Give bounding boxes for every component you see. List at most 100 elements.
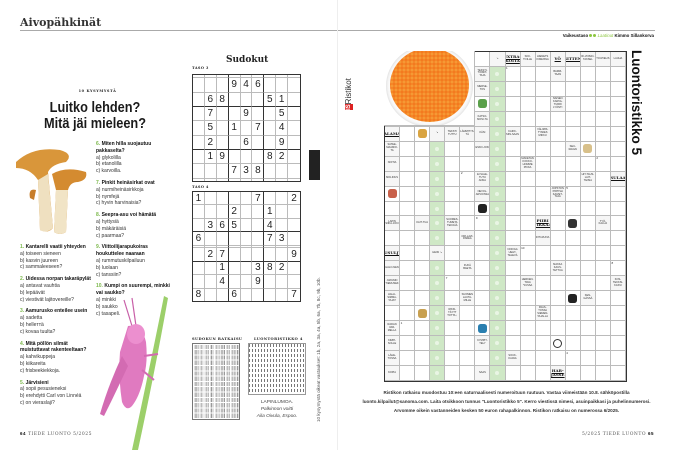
sudoku-cell[interactable] xyxy=(288,75,300,79)
answer-cell[interactable] xyxy=(580,231,596,247)
answer-cell[interactable] xyxy=(460,351,476,367)
answer-cell[interactable] xyxy=(610,291,626,307)
answer-cell[interactable] xyxy=(400,261,416,277)
sudoku-cell[interactable]: 3 xyxy=(204,218,217,233)
sudoku-cell[interactable] xyxy=(204,78,217,93)
answer-cell[interactable] xyxy=(400,216,416,232)
answer-cell[interactable] xyxy=(400,336,416,352)
sudoku-cell[interactable] xyxy=(252,218,265,233)
sudoku-cell[interactable] xyxy=(276,288,289,301)
sudoku-cell[interactable] xyxy=(204,245,217,249)
solution-cell[interactable] xyxy=(490,186,506,202)
sudoku-cell[interactable] xyxy=(193,135,205,150)
answer-cell[interactable] xyxy=(550,231,566,247)
answer-cell[interactable] xyxy=(595,306,611,322)
sudoku-cell[interactable]: 9 xyxy=(216,149,229,165)
answer-cell[interactable] xyxy=(505,186,521,202)
answer-cell[interactable] xyxy=(385,306,401,322)
solution-cell[interactable] xyxy=(490,306,506,322)
numbered-cell[interactable]: 5 xyxy=(565,186,581,202)
answer-cell[interactable] xyxy=(460,276,476,292)
sudoku-cell[interactable] xyxy=(240,205,253,219)
sudoku-cell[interactable]: 9 xyxy=(240,106,253,122)
answer-cell[interactable] xyxy=(580,96,596,112)
sudoku-cell[interactable] xyxy=(229,178,241,181)
sudoku-cell[interactable] xyxy=(216,205,229,219)
answer-cell[interactable] xyxy=(460,246,476,262)
sudoku-cell[interactable] xyxy=(193,121,205,136)
answer-cell[interactable] xyxy=(595,366,611,381)
sudoku-cell[interactable] xyxy=(252,248,265,262)
answer-cell[interactable] xyxy=(535,66,551,82)
answer-cell[interactable] xyxy=(445,201,461,217)
sudoku-cell[interactable]: 2 xyxy=(288,192,300,206)
answer-cell[interactable] xyxy=(400,231,416,247)
sudoku-cell[interactable]: 7 xyxy=(216,248,229,262)
answer-cell[interactable] xyxy=(415,171,431,187)
sudoku-cell[interactable] xyxy=(193,261,205,276)
answer-cell[interactable] xyxy=(400,351,416,367)
answer-cell[interactable] xyxy=(565,276,581,292)
sudoku-cell[interactable]: 9 xyxy=(276,135,289,150)
answer-cell[interactable] xyxy=(505,261,521,277)
answer-cell[interactable] xyxy=(520,336,536,352)
sudoku-cell[interactable]: 7 xyxy=(204,106,217,122)
sudoku-cell[interactable] xyxy=(264,106,277,122)
answer-cell[interactable] xyxy=(400,246,416,262)
answer-cell[interactable] xyxy=(415,141,431,157)
answer-cell[interactable] xyxy=(580,351,596,367)
answer-cell[interactable] xyxy=(535,156,551,172)
sudoku-cell[interactable] xyxy=(216,106,229,122)
solution-cell[interactable] xyxy=(430,351,446,367)
sudoku-cell[interactable] xyxy=(216,192,229,206)
answer-cell[interactable] xyxy=(550,276,566,292)
numbered-cell[interactable]: 4 xyxy=(565,351,581,367)
answer-cell[interactable] xyxy=(580,66,596,82)
sudoku-cell[interactable] xyxy=(288,232,300,246)
answer-cell[interactable] xyxy=(475,231,491,247)
sudoku-cell[interactable] xyxy=(205,288,217,301)
answer-cell[interactable] xyxy=(610,216,626,232)
answer-cell[interactable] xyxy=(460,186,476,202)
answer-cell[interactable] xyxy=(400,306,416,322)
sudoku-cell[interactable] xyxy=(252,149,265,165)
answer-cell[interactable] xyxy=(505,321,521,337)
sudoku-cell[interactable] xyxy=(276,178,289,181)
answer-cell[interactable] xyxy=(400,171,416,187)
sudoku-cell[interactable] xyxy=(288,246,300,249)
answer-cell[interactable] xyxy=(595,141,611,157)
sudoku-cell[interactable] xyxy=(228,261,241,276)
answer-cell[interactable] xyxy=(610,201,626,217)
sudoku-cell[interactable]: 4 xyxy=(240,78,253,93)
sudoku-cell[interactable]: 6 xyxy=(216,218,229,233)
solution-cell[interactable] xyxy=(430,201,446,217)
answer-cell[interactable] xyxy=(580,246,596,262)
answer-cell[interactable] xyxy=(580,336,596,352)
solution-cell[interactable] xyxy=(430,276,446,292)
answer-cell[interactable] xyxy=(610,246,626,262)
sudoku-cell[interactable]: 6 xyxy=(240,135,253,150)
answer-cell[interactable] xyxy=(550,156,566,172)
answer-cell[interactable] xyxy=(505,216,521,232)
answer-cell[interactable] xyxy=(505,231,521,247)
answer-cell[interactable] xyxy=(610,81,626,97)
answer-cell[interactable] xyxy=(565,336,581,352)
answer-cell[interactable] xyxy=(595,231,611,247)
answer-cell[interactable] xyxy=(610,126,626,142)
sudoku-cell[interactable] xyxy=(264,135,277,150)
sudoku-cell[interactable] xyxy=(252,232,265,246)
sudoku-cell[interactable]: 6 xyxy=(229,288,241,301)
answer-cell[interactable] xyxy=(550,171,566,187)
sudoku-cell[interactable]: 8 xyxy=(216,92,229,107)
answer-cell[interactable] xyxy=(565,321,581,337)
answer-cell[interactable] xyxy=(460,306,476,322)
answer-cell[interactable] xyxy=(505,111,521,127)
sudoku-cell[interactable] xyxy=(228,92,241,107)
answer-cell[interactable] xyxy=(400,201,416,217)
sudoku-cell[interactable]: 1 xyxy=(264,205,277,219)
sudoku-cell[interactable] xyxy=(240,75,253,79)
answer-cell[interactable] xyxy=(520,216,536,232)
answer-cell[interactable] xyxy=(400,291,416,307)
answer-cell[interactable] xyxy=(610,186,626,202)
